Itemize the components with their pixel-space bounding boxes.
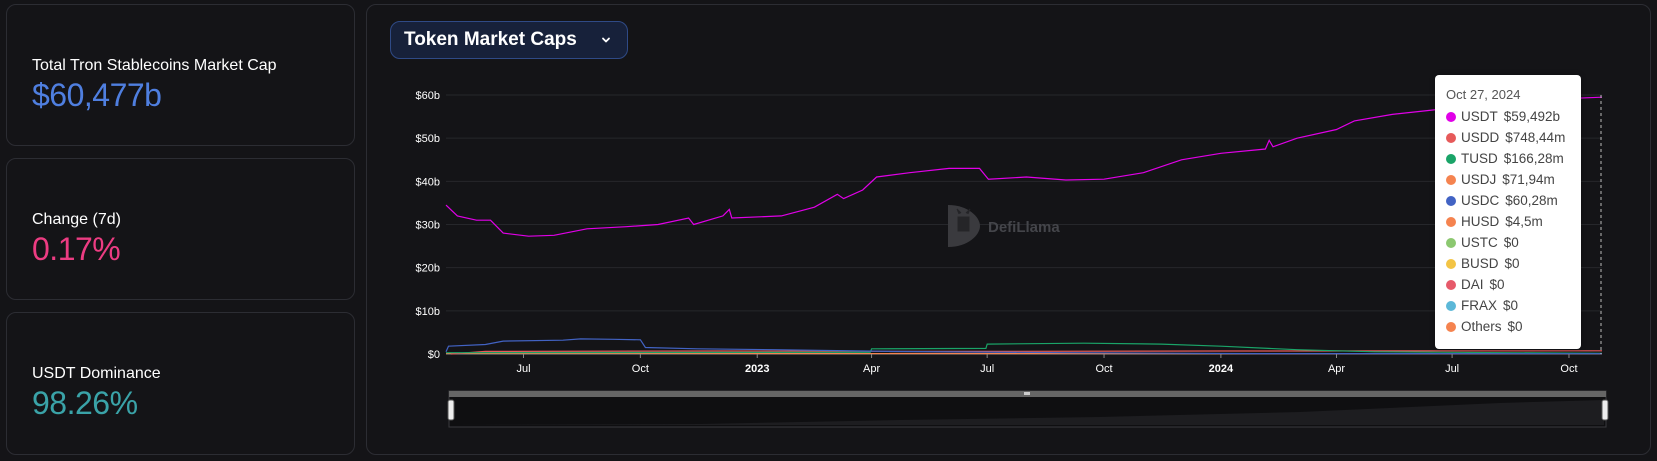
change-7d-value: 0.17% <box>32 231 121 267</box>
slider-grip <box>1024 392 1030 395</box>
x-tick-label: Apr <box>1328 363 1345 375</box>
tooltip-rows: USDT $59,492b USDD $748,44m TUSD $166,28m USDJ… <box>1446 106 1581 337</box>
tooltip-series-value: $60,28m <box>1505 193 1558 208</box>
chevron-down-icon <box>602 37 610 43</box>
tooltip-series-value: $748,44m <box>1505 130 1566 145</box>
series-line-usdc <box>445 338 1603 355</box>
tooltip-series-value: $0 <box>1503 298 1519 313</box>
legend-dot-icon <box>1446 258 1456 269</box>
tooltip-series-value: $0 <box>1504 256 1520 271</box>
tooltip-row-usdd: USDD $748,44m <box>1446 127 1581 148</box>
tooltip-series-name: USDC <box>1461 193 1500 208</box>
legend-dot-icon <box>1446 174 1456 185</box>
x-axis: Jul Oct 2023 Apr Jul Oct 2024 Apr Jul Oct <box>516 354 1578 375</box>
slider-handle-left[interactable] <box>447 399 455 421</box>
tooltip-series-value: $166,28m <box>1503 151 1564 166</box>
tooltip-series-name: HUSD <box>1461 214 1500 229</box>
x-tick-label: Jul <box>1445 363 1459 375</box>
slider-mini-area <box>452 400 1604 425</box>
total-market-cap-label: Total Tron Stablecoins Market Cap <box>32 57 277 74</box>
tooltip-series-value: $0 <box>1503 235 1519 250</box>
tooltip-series-value: $0 <box>1507 319 1523 334</box>
tooltip-series-name: FRAX <box>1461 298 1498 313</box>
x-tick-label: Oct <box>1560 363 1577 375</box>
total-market-cap-value: $60,477b <box>32 77 162 113</box>
tooltip-series-name: TUSD <box>1461 151 1498 166</box>
x-tick-label: Apr <box>863 363 880 375</box>
tooltip-series-name: USDD <box>1461 130 1500 145</box>
tooltip-series-name: USTC <box>1461 235 1498 250</box>
change-7d-label: Change (7d) <box>32 211 121 228</box>
y-tick-label: $30b <box>416 220 440 232</box>
y-tick-label: $0 <box>428 349 440 361</box>
y-tick-label: $50b <box>416 133 440 145</box>
series-line-usdd <box>451 350 1603 355</box>
legend-dot-icon <box>1446 279 1456 290</box>
usdt-dominance-label: USDT Dominance <box>32 365 161 382</box>
tooltip-row-usdt: USDT $59,492b <box>1446 106 1581 127</box>
tooltip-row-others: Others $0 <box>1446 316 1581 337</box>
y-tick-label: $10b <box>416 306 440 318</box>
usdt-dominance-value: 98.26% <box>32 385 138 421</box>
usdt-dominance-card: USDT Dominance 98.26% <box>6 312 355 455</box>
tooltip-row-frax: FRAX $0 <box>1446 295 1581 316</box>
tooltip-date: Oct 27, 2024 <box>1446 87 1521 102</box>
total-market-cap-card: Total Tron Stablecoins Market Cap $60,47… <box>6 4 355 146</box>
y-tick-label: $40b <box>416 176 440 188</box>
x-tick-label: Oct <box>632 363 649 375</box>
chart-tooltip: Oct 27, 2024 USDT $59,492b USDD $748,44m TUS… <box>1435 75 1581 349</box>
x-tick-label: 2024 <box>1209 363 1234 375</box>
legend-dot-icon <box>1446 321 1456 332</box>
x-tick-label: Oct <box>1095 363 1112 375</box>
tooltip-row-dai: DAI $0 <box>1446 274 1581 295</box>
legend-dot-icon <box>1446 195 1456 206</box>
legend-dot-icon <box>1446 237 1456 248</box>
x-tick-label: Jul <box>516 363 530 375</box>
y-axis: $0 $10b $20b $30b $40b $50b $60b <box>416 90 440 361</box>
y-tick-label: $20b <box>416 263 440 275</box>
tooltip-row-tusd: TUSD $166,28m <box>1446 148 1581 169</box>
tooltip-series-value: $71,94m <box>1502 172 1555 187</box>
token-market-caps-dropdown[interactable]: Token Market Caps <box>390 21 628 59</box>
watermark: DefiLlama <box>948 205 1060 247</box>
legend-dot-icon <box>1446 153 1456 164</box>
legend-dot-icon <box>1446 300 1456 311</box>
tooltip-series-name: Others <box>1461 319 1502 334</box>
tooltip-series-value: $4,5m <box>1505 214 1543 229</box>
legend-dot-icon <box>1446 111 1456 122</box>
tooltip-row-ustc: USTC $0 <box>1446 232 1581 253</box>
tooltip-series-name: DAI <box>1461 277 1484 292</box>
watermark-text: DefiLlama <box>988 219 1060 236</box>
legend-dot-icon <box>1446 132 1456 143</box>
legend-dot-icon <box>1446 216 1456 227</box>
tooltip-row-usdj: USDJ $71,94m <box>1446 169 1581 190</box>
tooltip-series-name: USDJ <box>1461 172 1497 187</box>
tooltip-series-value: $0 <box>1489 277 1505 292</box>
dropdown-label: Token Market Caps <box>404 29 577 50</box>
slider-handle-right[interactable] <box>1601 399 1609 421</box>
y-tick-label: $60b <box>416 90 440 102</box>
x-tick-label: 2023 <box>745 363 769 375</box>
series-line-tusd <box>445 342 1603 354</box>
chart-series <box>445 96 1603 355</box>
x-tick-label: Jul <box>980 363 994 375</box>
range-slider[interactable] <box>447 390 1609 428</box>
tooltip-row-busd: BUSD $0 <box>1446 253 1581 274</box>
tooltip-series-value: $59,492b <box>1503 109 1561 124</box>
tooltip-series-name: USDT <box>1461 109 1498 124</box>
series-line-usdt <box>445 96 1603 237</box>
tooltip-series-name: BUSD <box>1461 256 1499 271</box>
change-7d-card: Change (7d) 0.17% <box>6 158 355 300</box>
tooltip-row-husd: HUSD $4,5m <box>1446 211 1581 232</box>
tooltip-row-usdc: USDC $60,28m <box>1446 190 1581 211</box>
